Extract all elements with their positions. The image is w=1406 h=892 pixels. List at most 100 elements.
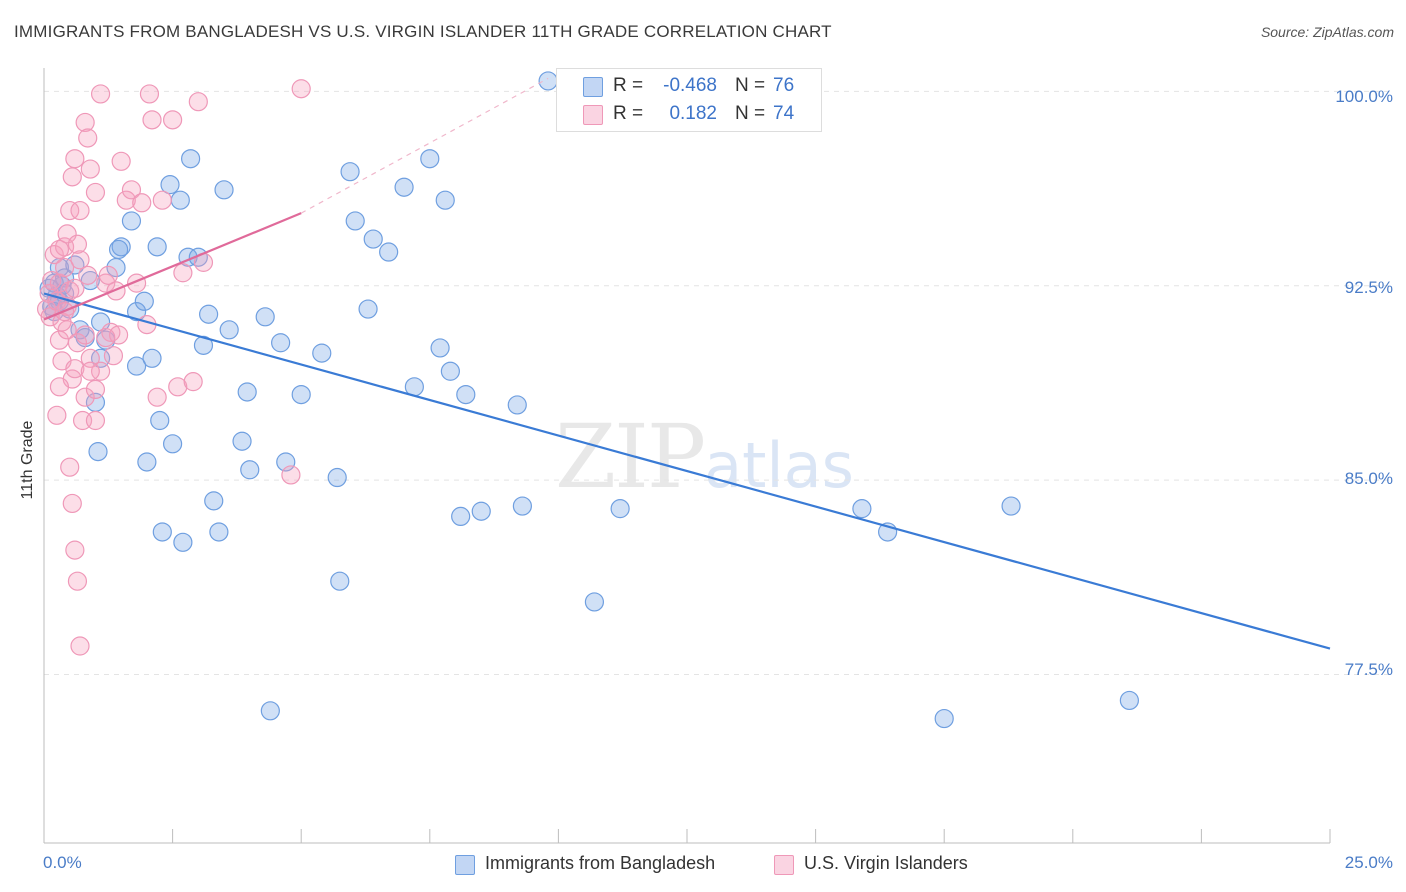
point-virgin-islander: [85, 410, 106, 431]
point-virgin-islander: [65, 149, 85, 169]
legend-label: Immigrants from Bangladesh: [485, 853, 716, 873]
point-virgin-islander: [49, 239, 70, 260]
point-virgin-islander: [67, 571, 88, 591]
point-virgin-islander: [65, 359, 85, 379]
point-bangladesh: [363, 229, 383, 249]
point-bangladesh: [134, 291, 154, 311]
point-bangladesh: [193, 335, 214, 355]
point-virgin-islander: [70, 250, 90, 270]
point-bangladesh: [420, 149, 440, 169]
point-virgin-islander: [90, 361, 111, 381]
point-virgin-islander: [62, 167, 82, 187]
y-tick-label-85: 85.0%: [1344, 469, 1393, 488]
point-bangladesh: [170, 190, 190, 210]
point-virgin-islander: [65, 540, 85, 560]
point-bangladesh: [152, 522, 172, 542]
x-tick-label-max: 25.0%: [1344, 853, 1393, 872]
point-bangladesh: [219, 320, 239, 340]
point-virgin-islander: [132, 193, 152, 213]
point-virgin-islander: [78, 128, 98, 148]
point-bangladesh: [435, 190, 455, 210]
trend-line-virgin-islander: [43, 212, 302, 321]
point-bangladesh: [934, 708, 954, 729]
point-bangladesh: [181, 149, 201, 169]
point-virgin-islander: [60, 457, 80, 477]
point-bangladesh: [440, 361, 460, 381]
point-virgin-islander: [90, 84, 111, 104]
watermark-atlas: atlas: [704, 429, 854, 502]
point-virgin-islander: [188, 92, 208, 112]
chart-title: IMMIGRANTS FROM BANGLADESH VS U.S. VIRGI…: [14, 22, 832, 41]
point-bangladesh: [1001, 496, 1021, 516]
point-bangladesh: [199, 304, 219, 324]
point-virgin-islander: [96, 327, 116, 348]
point-virgin-islander: [183, 372, 203, 392]
point-bangladesh: [512, 496, 532, 516]
point-bangladesh: [330, 571, 350, 591]
point-bangladesh: [121, 211, 142, 231]
trend-line-extension-virgin-islander: [300, 77, 549, 214]
point-bangladesh: [237, 382, 257, 402]
y-tick-label-77-5: 77.5%: [1344, 660, 1393, 679]
point-bangladesh: [1119, 690, 1139, 711]
point-bangladesh: [209, 522, 229, 542]
point-bangladesh: [232, 431, 252, 451]
point-bangladesh: [340, 162, 360, 182]
point-bangladesh: [147, 237, 167, 257]
y-tick-label-92-5: 92.5%: [1344, 278, 1393, 297]
point-bangladesh: [394, 177, 414, 197]
point-bangladesh: [126, 302, 147, 322]
point-bangladesh: [345, 211, 365, 231]
point-bangladesh: [80, 270, 100, 291]
r-value: 0.182: [669, 103, 717, 124]
point-virgin-islander: [57, 224, 77, 244]
point-virgin-islander: [147, 387, 167, 407]
point-virgin-islander: [47, 405, 67, 425]
point-virgin-islander: [101, 322, 121, 342]
stats-row-virgin-islanders: R = 0.182 N = 74: [557, 100, 821, 128]
point-virgin-islander: [85, 182, 106, 203]
point-bangladesh: [214, 180, 234, 200]
point-bangladesh: [142, 348, 162, 368]
point-bangladesh: [108, 239, 129, 260]
point-virgin-islander: [75, 325, 95, 345]
point-virgin-islander: [65, 278, 85, 298]
point-virgin-islander: [103, 346, 124, 366]
point-virgin-islander: [70, 200, 90, 221]
point-virgin-islander: [96, 273, 116, 293]
blue-swatch-icon: [583, 77, 603, 97]
n-label: N =: [735, 103, 766, 124]
point-virgin-islander: [121, 180, 142, 200]
point-virgin-islander: [54, 257, 75, 278]
watermark: ZIPatlas: [555, 405, 854, 508]
point-virgin-islander: [111, 151, 131, 171]
point-bangladesh: [90, 312, 111, 332]
point-virgin-islander: [142, 110, 162, 130]
point-bangladesh: [471, 501, 491, 521]
point-virgin-islander: [70, 636, 90, 656]
legend: Immigrants from Bangladesh U.S. Virgin I…: [0, 852, 1406, 878]
point-virgin-islander: [67, 234, 88, 254]
point-virgin-islander: [291, 79, 311, 99]
point-bangladesh: [126, 356, 147, 376]
point-bangladesh: [327, 467, 347, 488]
point-virgin-islander: [62, 493, 82, 514]
n-value: 74: [773, 103, 795, 124]
point-virgin-islander: [98, 265, 118, 285]
point-bangladesh: [160, 175, 180, 195]
point-virgin-islander: [67, 333, 88, 353]
pink-swatch-icon: [583, 105, 603, 125]
point-virgin-islander: [106, 281, 126, 301]
r-label: R =: [613, 75, 644, 96]
x-tick-label-min: 0.0%: [43, 853, 82, 872]
point-bangladesh: [358, 299, 378, 319]
n-label: N =: [735, 75, 766, 96]
point-virgin-islander: [281, 465, 301, 485]
point-bangladesh: [852, 499, 872, 519]
point-bangladesh: [507, 395, 527, 415]
stats-box: R = -0.468 N = 76 R = 0.182 N = 74: [556, 68, 822, 132]
r-value: -0.468: [663, 75, 717, 96]
point-virgin-islander: [80, 159, 100, 179]
point-bangladesh: [312, 343, 332, 363]
